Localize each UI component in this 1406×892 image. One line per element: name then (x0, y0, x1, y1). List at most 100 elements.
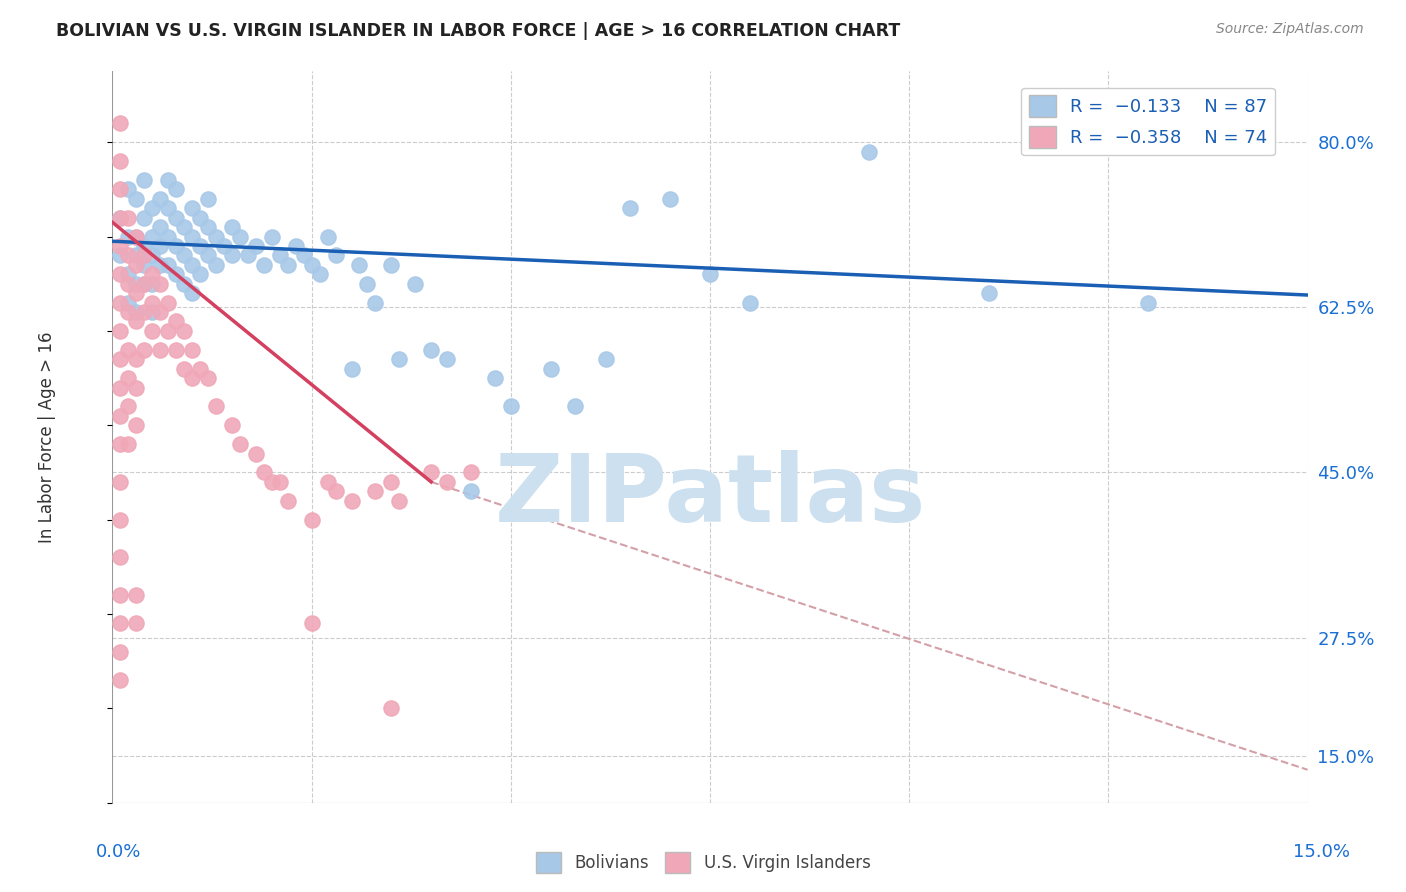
Point (165, 239, 187, 253)
Point (197, 248, 219, 262)
Point (110, 239, 132, 253)
Point (420, 466, 443, 480)
Point (134, 248, 156, 262)
Point (110, 550, 132, 565)
Text: ZIPatlas: ZIPatlas (495, 450, 925, 541)
Point (699, 267, 721, 281)
Point (277, 493, 299, 508)
Text: In Labor Force | Age > 16: In Labor Force | Age > 16 (38, 331, 56, 543)
Point (188, 361, 211, 376)
Point (229, 229, 252, 244)
Point (269, 248, 291, 262)
Point (157, 258, 180, 272)
Point (117, 277, 139, 291)
Point (356, 277, 378, 291)
Point (181, 229, 204, 244)
Point (141, 201, 163, 215)
Point (141, 324, 163, 338)
Point (197, 220, 219, 235)
Point (117, 437, 139, 451)
Point (260, 475, 283, 489)
Point (173, 220, 195, 235)
Point (134, 305, 156, 319)
Point (364, 484, 387, 499)
Point (308, 267, 330, 281)
Point (134, 211, 156, 225)
Point (117, 229, 139, 244)
Point (380, 475, 402, 489)
Point (420, 343, 443, 357)
Text: BOLIVIAN VS U.S. VIRGIN ISLANDER IN LABOR FORCE | AGE > 16 CORRELATION CHART: BOLIVIAN VS U.S. VIRGIN ISLANDER IN LABO… (56, 22, 900, 40)
Point (125, 616, 148, 631)
Point (173, 324, 195, 338)
Point (188, 267, 211, 281)
Point (165, 182, 187, 196)
Legend: Bolivians, U.S. Virgin Islanders: Bolivians, U.S. Virgin Islanders (529, 846, 877, 880)
Point (173, 361, 195, 376)
Point (125, 248, 148, 262)
Point (117, 182, 139, 196)
Point (157, 201, 180, 215)
Point (165, 314, 187, 328)
Point (110, 267, 132, 281)
Point (125, 258, 148, 272)
Point (110, 616, 132, 631)
Point (1177, 135, 1199, 149)
Point (117, 267, 139, 281)
Point (221, 248, 243, 262)
Point (125, 352, 148, 367)
Point (110, 588, 132, 602)
Point (149, 277, 172, 291)
Text: Source: ZipAtlas.com: Source: ZipAtlas.com (1216, 22, 1364, 37)
Point (125, 277, 148, 291)
Point (738, 295, 761, 310)
Point (436, 475, 458, 489)
Point (125, 588, 148, 602)
Point (117, 343, 139, 357)
Point (141, 267, 163, 281)
Point (110, 154, 132, 169)
Point (149, 220, 172, 235)
Point (460, 466, 482, 480)
Point (117, 305, 139, 319)
Point (269, 475, 291, 489)
Point (117, 371, 139, 385)
Point (125, 229, 148, 244)
Point (157, 324, 180, 338)
Point (157, 229, 180, 244)
Point (181, 286, 204, 301)
Point (117, 211, 139, 225)
Point (212, 239, 235, 253)
Point (149, 258, 172, 272)
Point (540, 361, 562, 376)
Point (380, 701, 402, 715)
Point (141, 277, 163, 291)
Point (110, 248, 132, 262)
Point (325, 248, 347, 262)
Point (205, 400, 228, 414)
Point (165, 211, 187, 225)
Point (181, 258, 204, 272)
Point (245, 239, 267, 253)
Point (141, 305, 163, 319)
Point (134, 277, 156, 291)
Point (134, 173, 156, 187)
Point (110, 645, 132, 659)
Point (157, 295, 180, 310)
Point (134, 258, 156, 272)
Point (110, 116, 132, 130)
Point (110, 437, 132, 451)
Point (253, 466, 276, 480)
Point (236, 248, 259, 262)
Point (165, 267, 187, 281)
Point (149, 192, 172, 206)
Point (404, 277, 426, 291)
Point (205, 258, 228, 272)
Point (364, 295, 387, 310)
Legend: R =  −0.133    N = 87, R =  −0.358    N = 74: R = −0.133 N = 87, R = −0.358 N = 74 (1021, 87, 1275, 155)
Point (229, 437, 252, 451)
Point (110, 324, 132, 338)
Point (436, 352, 458, 367)
Text: 0.0%: 0.0% (96, 843, 141, 861)
Point (165, 343, 187, 357)
